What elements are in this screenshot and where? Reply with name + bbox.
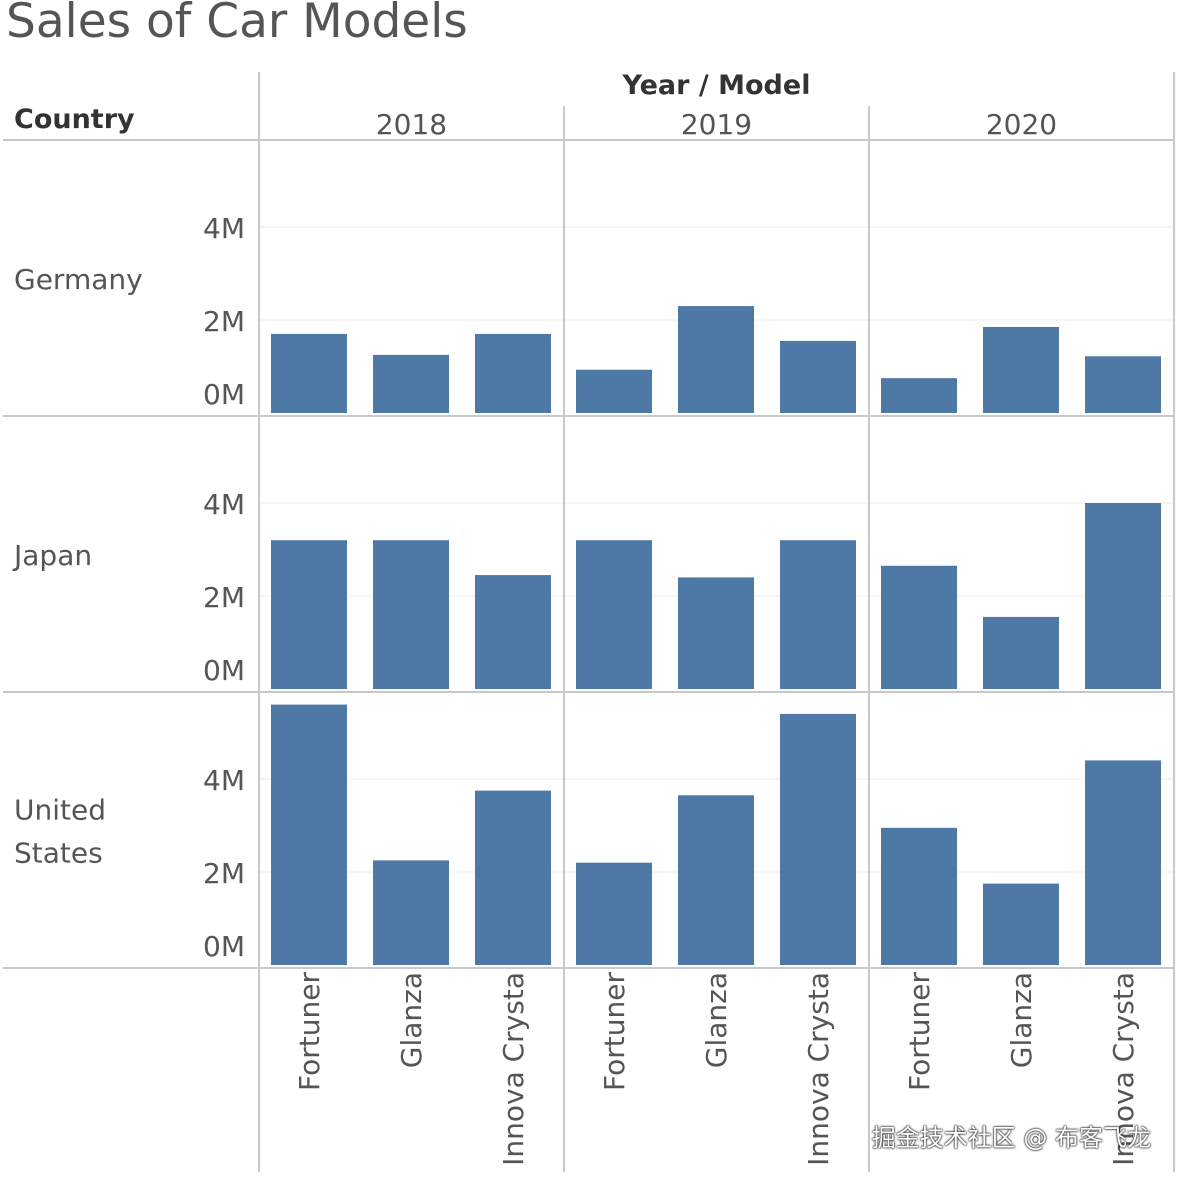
column-header-model: Model [718,70,811,101]
row-header-country: Country [14,104,135,135]
bar-united-states-2020-innova-crysta [1085,760,1161,965]
bar-germany-2018-fortuner [271,333,347,413]
bar-japan-2019-fortuner [576,540,652,689]
bar-united-states-2019-innova-crysta [780,713,856,965]
bar-united-states-2018-innova-crysta [475,790,551,965]
y-tick-label-3-2M: 2M [203,857,245,890]
y-tick-label-3-0M: 0M [203,930,245,963]
y-tick-label-2-0M: 0M [203,654,245,687]
y-tick-label-1-2M: 2M [203,305,245,338]
bar-japan-2020-innova-crysta [1085,503,1161,689]
y-tick-label-2-4M: 4M [203,488,245,521]
model-label-2018-fortuner: Fortuner [293,972,326,1091]
model-label-2019-innova-crysta: Innova Crysta [802,972,835,1166]
model-label-2019-fortuner: Fortuner [598,972,631,1091]
bar-united-states-2018-fortuner [271,704,347,965]
bar-germany-2019-fortuner [576,369,652,413]
bar-japan-2018-innova-crysta [475,575,551,689]
chart-title: Sales of Car Models [6,0,468,49]
bar-japan-2019-glanza [678,577,754,689]
country-label-united-states: United States [14,794,106,870]
bar-germany-2018-innova-crysta [475,333,551,413]
column-header-year: Year [622,70,690,101]
bar-germany-2018-glanza [373,354,449,413]
y-tick-label-1-0M: 0M [203,378,245,411]
bar-japan-2020-fortuner [881,565,957,689]
bar-japan-2019-innova-crysta [780,540,856,689]
model-label-2018-glanza: Glanza [395,972,428,1068]
column-header-separator: / [698,70,709,101]
y-tick-label-3-4M: 4M [203,764,245,797]
country-label-germany: Germany [14,263,143,296]
bar-united-states-2019-fortuner [576,862,652,965]
bar-japan-2020-glanza [983,616,1059,689]
bar-germany-2020-fortuner [881,378,957,413]
year-header-2018: 2018 [376,108,447,141]
bar-germany-2020-innova-crysta [1085,356,1161,413]
year-header-2019: 2019 [681,108,752,141]
model-label-2020-fortuner: Fortuner [903,972,936,1091]
bar-germany-2019-glanza [678,306,754,413]
country-label-japan: Japan [12,539,92,572]
y-tick-label-2-2M: 2M [203,581,245,614]
year-header-2020: 2020 [986,108,1057,141]
bar-germany-2020-glanza [983,326,1059,413]
model-label-2020-glanza: Glanza [1005,972,1038,1068]
bar-united-states-2020-fortuner [881,827,957,965]
model-label-2020-innova-crysta: Innova Crysta [1107,972,1140,1166]
bar-united-states-2020-glanza [983,883,1059,965]
watermark: 掘金技术社区 @ 布客飞龙 [871,1124,1151,1152]
bar-united-states-2018-glanza [373,860,449,965]
bar-united-states-2019-glanza [678,795,754,965]
bar-japan-2018-fortuner [271,540,347,689]
bar-japan-2018-glanza [373,540,449,689]
column-header-year-model: Year / Model [564,70,869,101]
model-label-2018-innova-crysta: Innova Crysta [497,972,530,1166]
model-label-2019-glanza: Glanza [700,972,733,1068]
y-tick-label-1-4M: 4M [203,212,245,245]
bar-germany-2019-innova-crysta [780,340,856,413]
